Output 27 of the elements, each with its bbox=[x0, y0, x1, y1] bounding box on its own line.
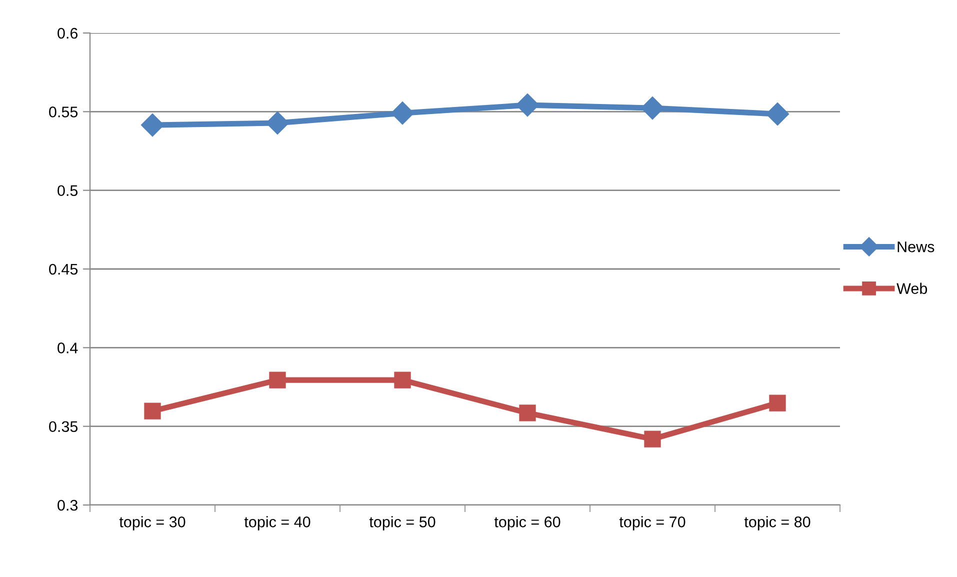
y-tick-label: 0.45 bbox=[49, 264, 78, 275]
y-tick-label: 0.55 bbox=[49, 106, 78, 118]
y-tick-label: 0.4 bbox=[58, 342, 78, 354]
point bbox=[766, 102, 789, 126]
legend-label: Web bbox=[896, 282, 928, 294]
y-tick-label: 0.3 bbox=[58, 500, 78, 511]
point bbox=[269, 372, 286, 388]
point bbox=[391, 102, 414, 125]
point bbox=[394, 372, 411, 388]
point bbox=[769, 394, 786, 412]
point bbox=[141, 114, 164, 137]
point bbox=[644, 430, 661, 448]
x-tick-label: topic = 80 bbox=[744, 516, 810, 530]
x-tick-label: topic = 70 bbox=[619, 516, 686, 530]
x-tick-label: topic = 30 bbox=[119, 516, 186, 530]
x-tick-label: topic = 60 bbox=[494, 516, 560, 530]
point bbox=[516, 94, 539, 117]
x-tick-label: topic = 40 bbox=[244, 516, 310, 530]
point bbox=[144, 402, 161, 420]
y-tick-label: 0.35 bbox=[49, 421, 78, 432]
point bbox=[519, 404, 536, 422]
y-tick-label: 0.6 bbox=[58, 28, 78, 39]
x-tick-label: topic = 50 bbox=[369, 516, 436, 530]
y-tick-label: 0.5 bbox=[58, 185, 78, 196]
legend-label: News bbox=[898, 242, 934, 252]
point bbox=[266, 111, 289, 134]
point bbox=[641, 96, 664, 120]
